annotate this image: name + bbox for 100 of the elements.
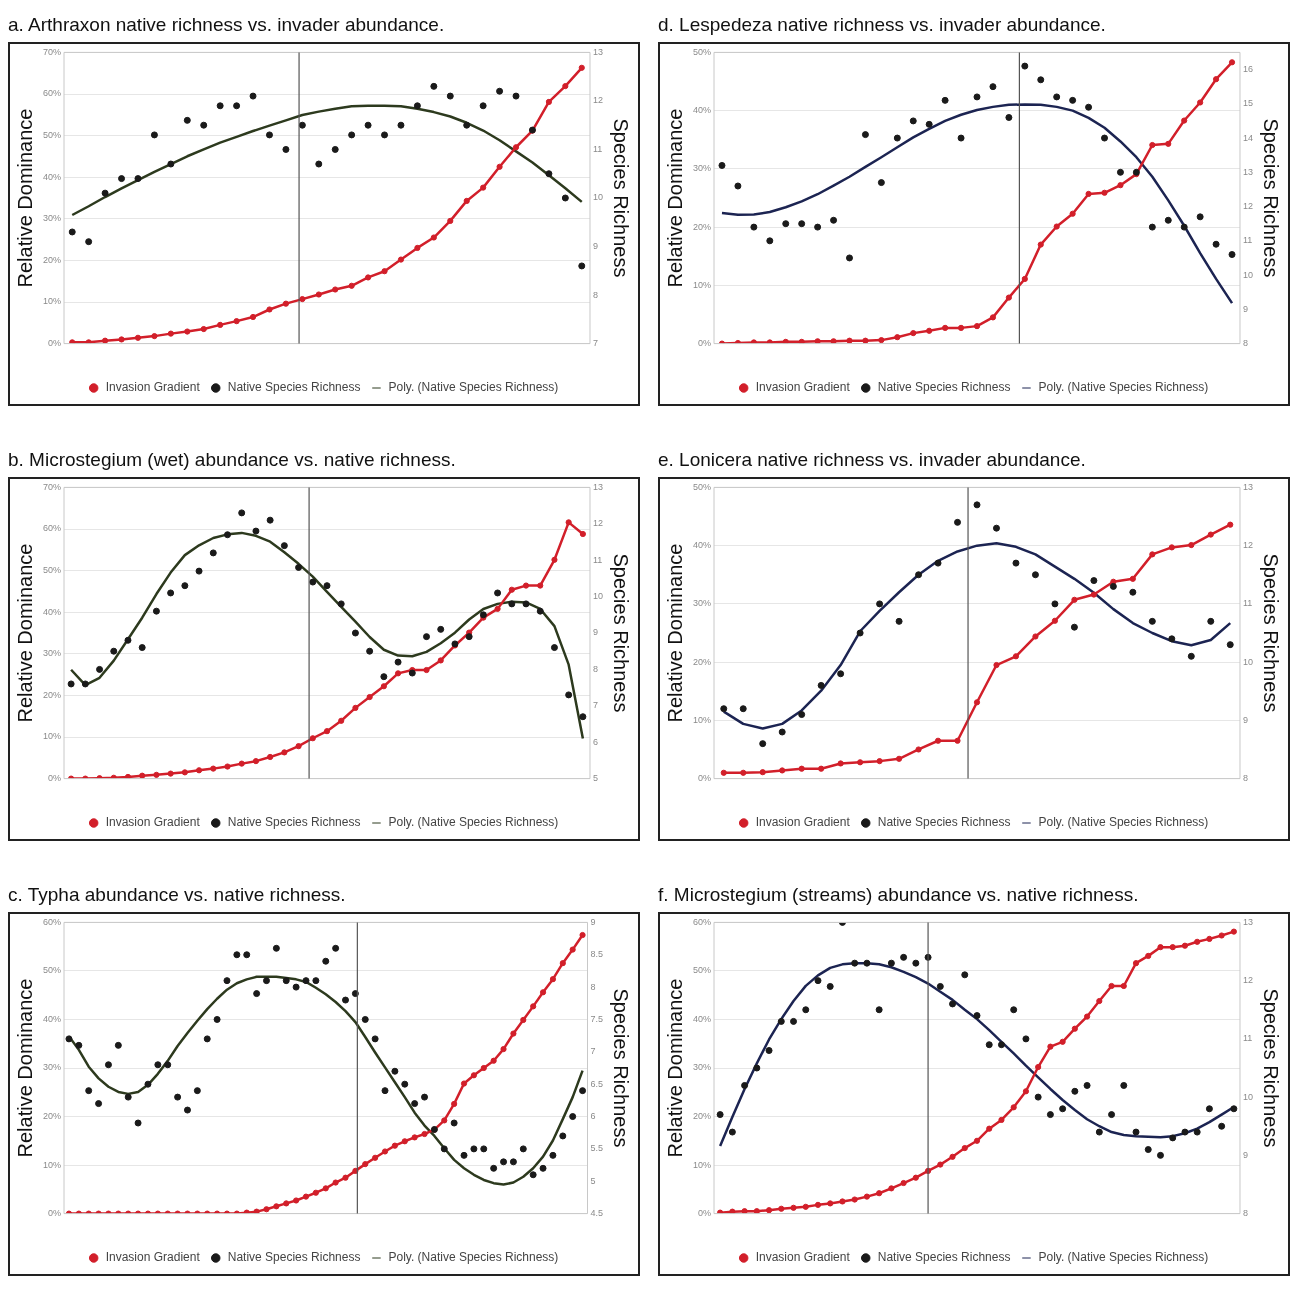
legend-label: Poly. (Native Species Richness): [1038, 1250, 1209, 1265]
y2-tick-label: 12: [1242, 201, 1253, 212]
y-tick-label: 60%: [693, 916, 712, 927]
chart-title: a. Arthraxon native richness vs. invader abundance.: [8, 13, 446, 37]
y2-tick-label: 10: [592, 192, 603, 203]
chart-title: f. Microstegium (streams) abundance vs. native richness.: [658, 883, 1140, 907]
y-tick-label: 10%: [43, 1159, 62, 1170]
legend-label: Invasion Gradient: [755, 380, 851, 395]
y2-tick-label: 7.5: [590, 1013, 603, 1024]
chart-title: e. Lonicera native richness vs. invader abundance.: [658, 448, 1087, 472]
y-tick-label: 50%: [43, 565, 62, 576]
y-tick-label: 20%: [693, 656, 712, 667]
y2-axis-title: Species Richness: [1260, 553, 1283, 713]
y2-tick-label: 7: [590, 1046, 596, 1057]
y-tick-label: 10%: [693, 279, 712, 290]
y-tick-label: 40%: [43, 606, 62, 617]
y2-tick-label: 9: [1242, 303, 1248, 314]
y-tick-label: 20%: [43, 1111, 62, 1122]
y-axis-title: Relative Dominance: [13, 108, 36, 288]
y2-tick-label: 11: [1242, 235, 1253, 246]
y2-tick-label: 9: [1242, 714, 1248, 725]
y-tick-label: 30%: [43, 648, 62, 659]
y2-axis-title: Species Richness: [610, 988, 633, 1148]
y2-tick-label: 13: [1242, 166, 1253, 177]
y-tick-label: 40%: [693, 540, 712, 551]
legend-label: Poly. (Native Species Richness): [1038, 380, 1209, 395]
y-tick-label: 10%: [43, 296, 62, 307]
y-tick-label: 30%: [693, 598, 712, 609]
y2-tick-label: 11: [592, 143, 603, 154]
y2-tick-label: 7: [592, 700, 598, 711]
y2-tick-label: 13: [592, 481, 603, 492]
y-tick-label: 60%: [43, 88, 62, 99]
legend-label: Native Species Richness: [227, 380, 361, 395]
y2-tick-label: 11: [1242, 598, 1253, 609]
y-tick-label: 60%: [43, 916, 62, 927]
y2-tick-label: 6.5: [590, 1078, 603, 1089]
y2-tick-label: 12: [1242, 975, 1253, 986]
y2-tick-label: 10: [592, 591, 603, 602]
y2-tick-label: 6: [590, 1111, 596, 1122]
y2-tick-label: 6: [592, 736, 598, 747]
y2-tick-label: 5: [590, 1175, 596, 1186]
y-tick-label: 30%: [693, 163, 712, 174]
y-tick-label: 50%: [43, 130, 62, 141]
legend-label: Invasion Gradient: [755, 815, 851, 830]
legend-label: Invasion Gradient: [105, 1250, 201, 1265]
y-tick-label: 60%: [43, 523, 62, 534]
y2-axis-title: Species Richness: [1260, 988, 1283, 1148]
y-tick-label: 30%: [43, 213, 62, 224]
y2-tick-label: 10: [1242, 269, 1253, 280]
legend-label: Poly. (Native Species Richness): [388, 1250, 559, 1265]
y2-axis-title: Species Richness: [610, 553, 633, 713]
y2-tick-label: 9: [1242, 1149, 1248, 1160]
y2-tick-label: 9: [592, 627, 598, 638]
y-tick-label: 20%: [43, 254, 62, 265]
y2-tick-label: 5: [592, 773, 598, 784]
legend-label: Invasion Gradient: [105, 815, 201, 830]
y-axis-title: Relative Dominance: [663, 978, 686, 1158]
y-tick-label: 0%: [698, 338, 712, 349]
legend-label: Native Species Richness: [877, 1250, 1011, 1265]
y2-tick-label: 13: [592, 46, 603, 57]
y2-tick-label: 8: [1242, 1208, 1248, 1219]
y-tick-label: 70%: [43, 46, 62, 57]
y2-tick-label: 10: [1242, 1091, 1253, 1102]
y-tick-label: 40%: [43, 171, 62, 182]
y-tick-label: 50%: [693, 965, 712, 976]
y2-tick-label: 12: [592, 518, 603, 529]
legend-label: Native Species Richness: [877, 815, 1011, 830]
chart-title: c. Typha abundance vs. native richness.: [8, 883, 347, 907]
y-tick-label: 10%: [693, 714, 712, 725]
y2-tick-label: 12: [592, 95, 603, 106]
y2-tick-label: 10: [1242, 656, 1253, 667]
y-tick-label: 20%: [693, 1111, 712, 1122]
y2-tick-label: 13: [1242, 916, 1253, 927]
y2-tick-label: 15: [1242, 98, 1253, 109]
legend-label: Invasion Gradient: [755, 1250, 851, 1265]
y2-tick-label: 8: [1242, 338, 1248, 349]
y-tick-label: 0%: [48, 773, 62, 784]
y-tick-label: 0%: [48, 1208, 62, 1219]
y2-tick-label: 8: [592, 289, 598, 300]
legend-label: Poly. (Native Species Richness): [1038, 815, 1209, 830]
y2-tick-label: 16: [1242, 64, 1253, 75]
y-tick-label: 0%: [698, 1208, 712, 1219]
legend-label: Native Species Richness: [877, 380, 1011, 395]
y2-tick-label: 13: [1242, 481, 1253, 492]
y2-tick-label: 5.5: [590, 1143, 603, 1154]
y2-tick-label: 12: [1242, 540, 1253, 551]
y-axis-title: Relative Dominance: [13, 543, 36, 723]
y-tick-label: 50%: [43, 965, 62, 976]
y-tick-label: 40%: [693, 1013, 712, 1024]
y-tick-label: 0%: [48, 338, 62, 349]
y2-tick-label: 4.5: [590, 1208, 603, 1219]
y2-tick-label: 9: [590, 916, 596, 927]
y-tick-label: 10%: [43, 731, 62, 742]
y2-tick-label: 7: [592, 338, 598, 349]
y2-tick-label: 11: [1242, 1033, 1253, 1044]
y2-tick-label: 11: [592, 554, 603, 565]
y2-tick-label: 14: [1242, 132, 1253, 143]
y-axis-title: Relative Dominance: [663, 108, 686, 288]
y-tick-label: 20%: [43, 689, 62, 700]
y-axis-title: Relative Dominance: [663, 543, 686, 723]
